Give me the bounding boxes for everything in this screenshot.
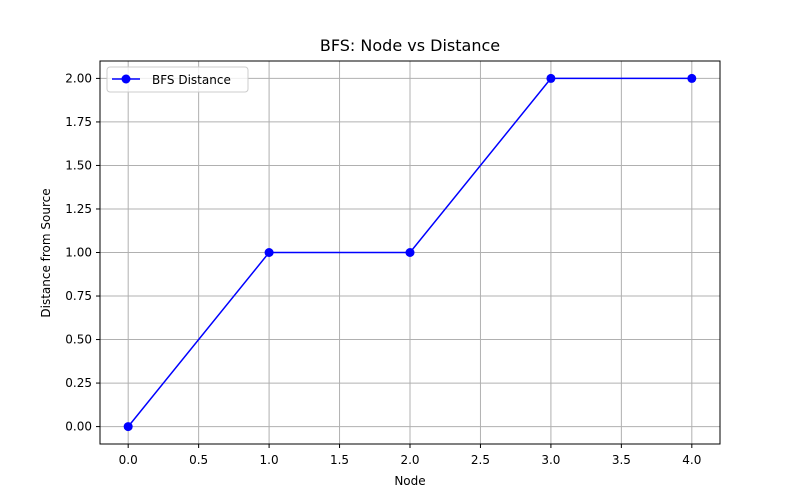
y-tick-label: 0.50	[65, 333, 92, 347]
data-point	[687, 73, 697, 83]
x-tick-label: 0.5	[189, 453, 208, 467]
data-point	[546, 73, 556, 83]
chart-title: BFS: Node vs Distance	[320, 36, 500, 55]
x-tick-label: 3.5	[612, 453, 631, 467]
y-tick-label: 0.75	[65, 289, 92, 303]
y-tick-label: 2.00	[65, 71, 92, 85]
x-tick-label: 2.5	[471, 453, 490, 467]
x-tick-label: 3.0	[541, 453, 560, 467]
legend-box	[106, 66, 249, 93]
y-tick-label: 0.25	[65, 376, 92, 390]
y-tick-label: 1.00	[65, 246, 92, 260]
y-axis-label: Distance from Source	[39, 188, 53, 317]
data-point	[405, 248, 415, 257]
y-tick-label: 1.50	[65, 158, 92, 172]
data-point	[264, 248, 274, 257]
y-axis: 0.00 0.25 0.50 0.75 1.00 1.25 1.50 1.75 2.00	[65, 71, 100, 434]
x-axis-label: Node	[394, 474, 425, 488]
x-tick-label: 0.0	[119, 453, 138, 467]
x-axis: 0.0 0.5 1.0 1.5 2.0 2.5 3.0 3.5 4.0	[119, 444, 701, 467]
y-tick-label: 1.75	[65, 115, 92, 129]
y-tick-label: 0.00	[65, 420, 92, 434]
legend: BFS Distance	[106, 66, 249, 93]
y-tick-label: 1.25	[65, 202, 92, 216]
data-point	[123, 422, 133, 432]
legend-marker	[121, 74, 131, 84]
legend-label: BFS Distance	[152, 73, 231, 87]
x-tick-label: 1.0	[260, 453, 279, 467]
x-tick-label: 4.0	[682, 453, 701, 467]
series-layer	[123, 73, 697, 432]
x-tick-label: 2.0	[400, 453, 419, 467]
x-tick-label: 1.5	[330, 453, 349, 467]
